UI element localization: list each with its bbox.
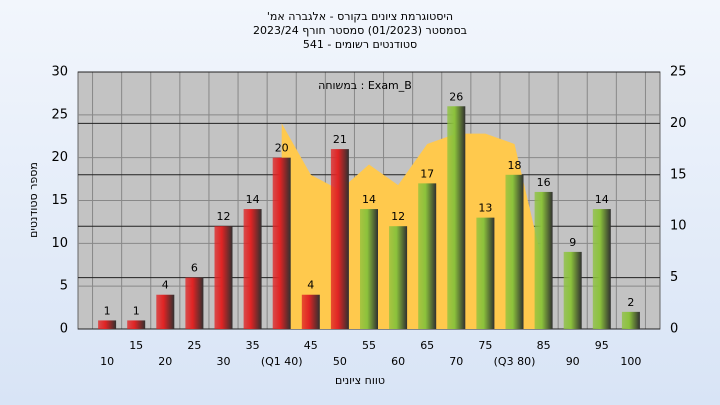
y-tick-label: 30	[51, 65, 68, 80]
value-label: 1	[133, 304, 140, 317]
bar	[360, 209, 378, 329]
x-tick-label: 60	[391, 355, 405, 368]
y2-tick-label: 0	[670, 322, 678, 337]
bar	[330, 149, 349, 329]
bar	[389, 226, 408, 329]
x-tick-label: 50	[333, 355, 347, 368]
y-tick-label: 15	[51, 193, 68, 208]
x-tick-label: (Q1 40)	[261, 355, 303, 368]
x-tick-label: 75	[478, 339, 492, 352]
bar	[301, 294, 320, 329]
value-label: 12	[391, 210, 405, 223]
bar	[563, 251, 582, 329]
value-label: 16	[537, 176, 551, 189]
y2-tick-label: 25	[670, 65, 687, 80]
y-tick-label: 10	[51, 236, 68, 251]
bar	[505, 174, 524, 329]
value-label: 14	[362, 193, 376, 206]
y-axis-label: מספר סטודנטים	[27, 162, 40, 238]
y2-tick-label: 20	[670, 116, 687, 131]
value-label: 20	[275, 142, 289, 155]
chart-subtitle: סטודנטים רשומים - 541	[303, 38, 417, 51]
value-label: 4	[307, 279, 314, 292]
value-label: 17	[420, 167, 434, 180]
y-tick-label: 5	[60, 279, 68, 294]
bar	[534, 191, 553, 329]
y-tick-label: 20	[51, 150, 68, 165]
x-tick-label: 10	[100, 355, 114, 368]
value-label: 18	[508, 159, 522, 172]
annotation: במשוחה : Exam_B	[318, 79, 412, 92]
x-tick-label: 25	[187, 339, 201, 352]
y2-tick-label: 5	[670, 270, 678, 285]
value-label: 6	[191, 262, 198, 275]
x-tick-label: 30	[217, 355, 231, 368]
value-label: 12	[217, 210, 231, 223]
x-tick-label: 95	[595, 339, 609, 352]
value-label: 9	[569, 236, 576, 249]
x-tick-label: 65	[420, 339, 434, 352]
y-tick-label: 0	[60, 322, 68, 337]
x-tick-label: 20	[158, 355, 172, 368]
bar	[214, 226, 233, 329]
bar	[127, 320, 146, 329]
x-tick-label: 35	[246, 339, 260, 352]
bar	[272, 157, 291, 329]
bar	[243, 209, 262, 329]
y2-tick-label: 15	[670, 167, 687, 182]
chart-title: היסטוגרמת ציונים בקורס - אלגברה אמ'	[267, 10, 453, 23]
value-label: 2	[627, 296, 634, 309]
x-tick-label: 90	[566, 355, 580, 368]
x-axis-label: טווח ציונים	[335, 374, 385, 387]
y2-tick-label: 10	[670, 219, 687, 234]
value-label: 14	[246, 193, 260, 206]
bar	[476, 217, 495, 329]
value-label: 4	[162, 279, 169, 292]
bar	[621, 311, 640, 329]
x-tick-label: 45	[304, 339, 318, 352]
bar	[156, 294, 175, 329]
value-label: 14	[595, 193, 609, 206]
bar	[592, 209, 611, 329]
x-tick-label: 55	[362, 339, 376, 352]
bar	[185, 277, 204, 329]
bar	[98, 320, 117, 329]
value-label: 13	[478, 202, 492, 215]
x-tick-label: 70	[449, 355, 463, 368]
bar	[447, 106, 466, 330]
value-label: 26	[449, 90, 463, 103]
x-tick-label: 100	[620, 355, 641, 368]
chart-subtitle: בסמסטר (01/2023) סמסטר חורף 2023/24	[253, 24, 467, 37]
y-tick-label: 25	[51, 107, 68, 122]
bar	[418, 183, 437, 329]
value-label: 21	[333, 133, 347, 146]
x-tick-label: (Q3 80)	[494, 355, 536, 368]
x-tick-label: 85	[537, 339, 551, 352]
x-tick-label: 15	[129, 339, 143, 352]
value-label: 1	[104, 304, 111, 317]
